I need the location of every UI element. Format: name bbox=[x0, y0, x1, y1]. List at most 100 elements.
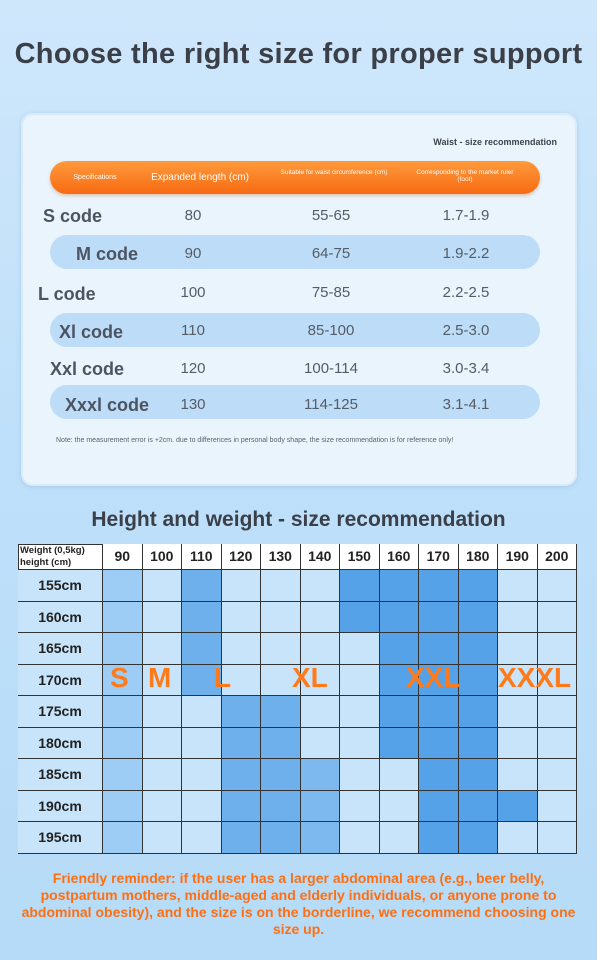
size-cell bbox=[261, 570, 301, 602]
size-cell bbox=[498, 759, 538, 791]
size-cell bbox=[340, 759, 380, 791]
size-cell bbox=[142, 727, 182, 759]
ruler-range-value: 1.7-1.9 bbox=[442, 207, 490, 224]
size-cell bbox=[379, 601, 419, 633]
size-cell bbox=[340, 633, 380, 665]
friendly-reminder: Friendly reminder: if the user has a lar… bbox=[21, 870, 576, 937]
size-code: M code bbox=[76, 244, 139, 264]
row-band bbox=[50, 385, 540, 419]
weight-header-cell: 100 bbox=[142, 544, 182, 570]
size-cell bbox=[419, 664, 459, 696]
size-cell bbox=[498, 601, 538, 633]
waist-range-value: 100-114 bbox=[304, 360, 358, 377]
size-code: S code bbox=[43, 206, 103, 226]
size-cell bbox=[419, 727, 459, 759]
height-row-label: 175cm bbox=[18, 696, 103, 728]
size-cell bbox=[340, 696, 380, 728]
size-cell bbox=[221, 790, 261, 822]
height-row-label: 165cm bbox=[18, 633, 103, 665]
ruler-range-value: 2.2-2.5 bbox=[442, 284, 490, 301]
size-cell bbox=[103, 790, 143, 822]
size-cell bbox=[103, 664, 143, 696]
size-cell bbox=[261, 759, 301, 791]
size-cell bbox=[498, 633, 538, 665]
waist-table-header: Specifications Expanded length (cm) Suit… bbox=[50, 161, 540, 194]
size-cell bbox=[300, 664, 340, 696]
size-cell bbox=[182, 822, 222, 854]
size-cell bbox=[498, 664, 538, 696]
size-cell bbox=[458, 570, 498, 602]
header-expanded-length: Expanded length (cm) bbox=[151, 172, 249, 183]
weight-header-cell: 200 bbox=[537, 544, 577, 570]
expanded-length-value: 100 bbox=[180, 284, 206, 301]
size-cell bbox=[419, 570, 459, 602]
height-weight-title: Height and weight - size recommendation bbox=[91, 508, 506, 531]
size-code: L code bbox=[38, 284, 96, 304]
size-label-m: M bbox=[148, 662, 172, 693]
size-cell bbox=[221, 727, 261, 759]
height-row-label: 160cm bbox=[18, 601, 103, 633]
size-cell bbox=[142, 601, 182, 633]
waist-range-value: 85-100 bbox=[307, 322, 355, 339]
size-cell bbox=[498, 727, 538, 759]
size-cell bbox=[261, 664, 301, 696]
weight-header-cell: 130 bbox=[261, 544, 301, 570]
size-cell bbox=[221, 759, 261, 791]
size-cell bbox=[300, 759, 340, 791]
page-title: Choose the right size for proper support bbox=[14, 38, 583, 70]
size-cell bbox=[142, 664, 182, 696]
header-waist-circumference: Suitable for waist circumference (cm) bbox=[280, 169, 388, 176]
size-cell bbox=[458, 601, 498, 633]
size-cell bbox=[182, 601, 222, 633]
expanded-length-value: 80 bbox=[184, 207, 202, 224]
size-cell bbox=[103, 696, 143, 728]
weight-header-cell: 140 bbox=[300, 544, 340, 570]
height-row-label: 180cm bbox=[18, 727, 103, 759]
size-cell bbox=[261, 633, 301, 665]
size-cell bbox=[300, 727, 340, 759]
size-cell bbox=[340, 664, 380, 696]
waist-range-value: 64-75 bbox=[311, 245, 351, 262]
size-cell bbox=[300, 601, 340, 633]
weight-header-cell: 180 bbox=[458, 544, 498, 570]
height-row-label: 170cm bbox=[18, 664, 103, 696]
size-cell bbox=[498, 570, 538, 602]
size-cell bbox=[182, 727, 222, 759]
size-code: Xxxl code bbox=[65, 395, 150, 415]
size-cell bbox=[340, 727, 380, 759]
expanded-length-value: 120 bbox=[180, 360, 206, 377]
size-cell bbox=[458, 696, 498, 728]
size-cell bbox=[142, 696, 182, 728]
size-cell bbox=[419, 759, 459, 791]
size-cell bbox=[103, 727, 143, 759]
height-row-label: 155cm bbox=[18, 570, 103, 602]
waist-range-value: 114-125 bbox=[304, 396, 358, 413]
size-cell bbox=[261, 601, 301, 633]
size-cell bbox=[182, 664, 222, 696]
ruler-range-value: 3.0-3.4 bbox=[442, 360, 490, 377]
header-specifications: Specifications bbox=[73, 174, 117, 181]
weight-header-cell: 160 bbox=[379, 544, 419, 570]
size-cell bbox=[537, 759, 577, 791]
row-band bbox=[50, 235, 540, 269]
size-code: Xxl code bbox=[50, 359, 125, 379]
size-cell bbox=[537, 664, 577, 696]
size-cell bbox=[537, 727, 577, 759]
size-cell bbox=[537, 696, 577, 728]
ruler-range-value: 2.5-3.0 bbox=[442, 322, 490, 339]
size-cell bbox=[379, 664, 419, 696]
size-cell bbox=[458, 790, 498, 822]
expanded-length-value: 130 bbox=[180, 396, 206, 413]
expanded-length-value: 90 bbox=[184, 245, 202, 262]
size-cell bbox=[182, 790, 222, 822]
weight-header-cell: 170 bbox=[419, 544, 459, 570]
height-row-label: 190cm bbox=[18, 790, 103, 822]
size-cell bbox=[458, 822, 498, 854]
height-weight-table: Weight (0,5kg) height (cm) 90 100 110 120 13… bbox=[18, 544, 577, 855]
weight-header-cell: 190 bbox=[498, 544, 538, 570]
size-cell bbox=[537, 633, 577, 665]
size-cell bbox=[182, 633, 222, 665]
waist-size-card: Waist - size recommendation Specificatio… bbox=[21, 113, 577, 486]
size-cell bbox=[142, 570, 182, 602]
size-cell bbox=[300, 822, 340, 854]
